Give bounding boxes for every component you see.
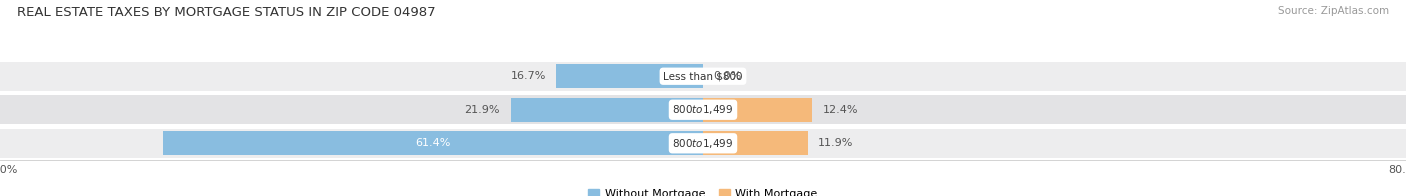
Bar (557, 64, 703, 88)
Text: 21.9%: 21.9% (464, 105, 501, 115)
Bar (0, 95, 1406, 124)
Bar (0, 129, 1406, 158)
Text: 16.7%: 16.7% (510, 71, 546, 81)
Bar (703, 131, 807, 155)
Legend: Without Mortgage, With Mortgage: Without Mortgage, With Mortgage (588, 189, 818, 196)
Text: 11.9%: 11.9% (818, 138, 853, 148)
Bar (0, 62, 1406, 91)
Text: $800 to $1,499: $800 to $1,499 (672, 103, 734, 116)
Text: Source: ZipAtlas.com: Source: ZipAtlas.com (1278, 6, 1389, 16)
Text: Less than $800: Less than $800 (664, 71, 742, 81)
Text: 61.4%: 61.4% (416, 138, 451, 148)
Bar (510, 98, 703, 122)
Text: $800 to $1,499: $800 to $1,499 (672, 137, 734, 150)
Text: REAL ESTATE TAXES BY MORTGAGE STATUS IN ZIP CODE 04987: REAL ESTATE TAXES BY MORTGAGE STATUS IN … (17, 6, 436, 19)
Bar (163, 131, 703, 155)
Bar (703, 98, 813, 122)
Text: 12.4%: 12.4% (823, 105, 858, 115)
Text: 0.0%: 0.0% (713, 71, 742, 81)
